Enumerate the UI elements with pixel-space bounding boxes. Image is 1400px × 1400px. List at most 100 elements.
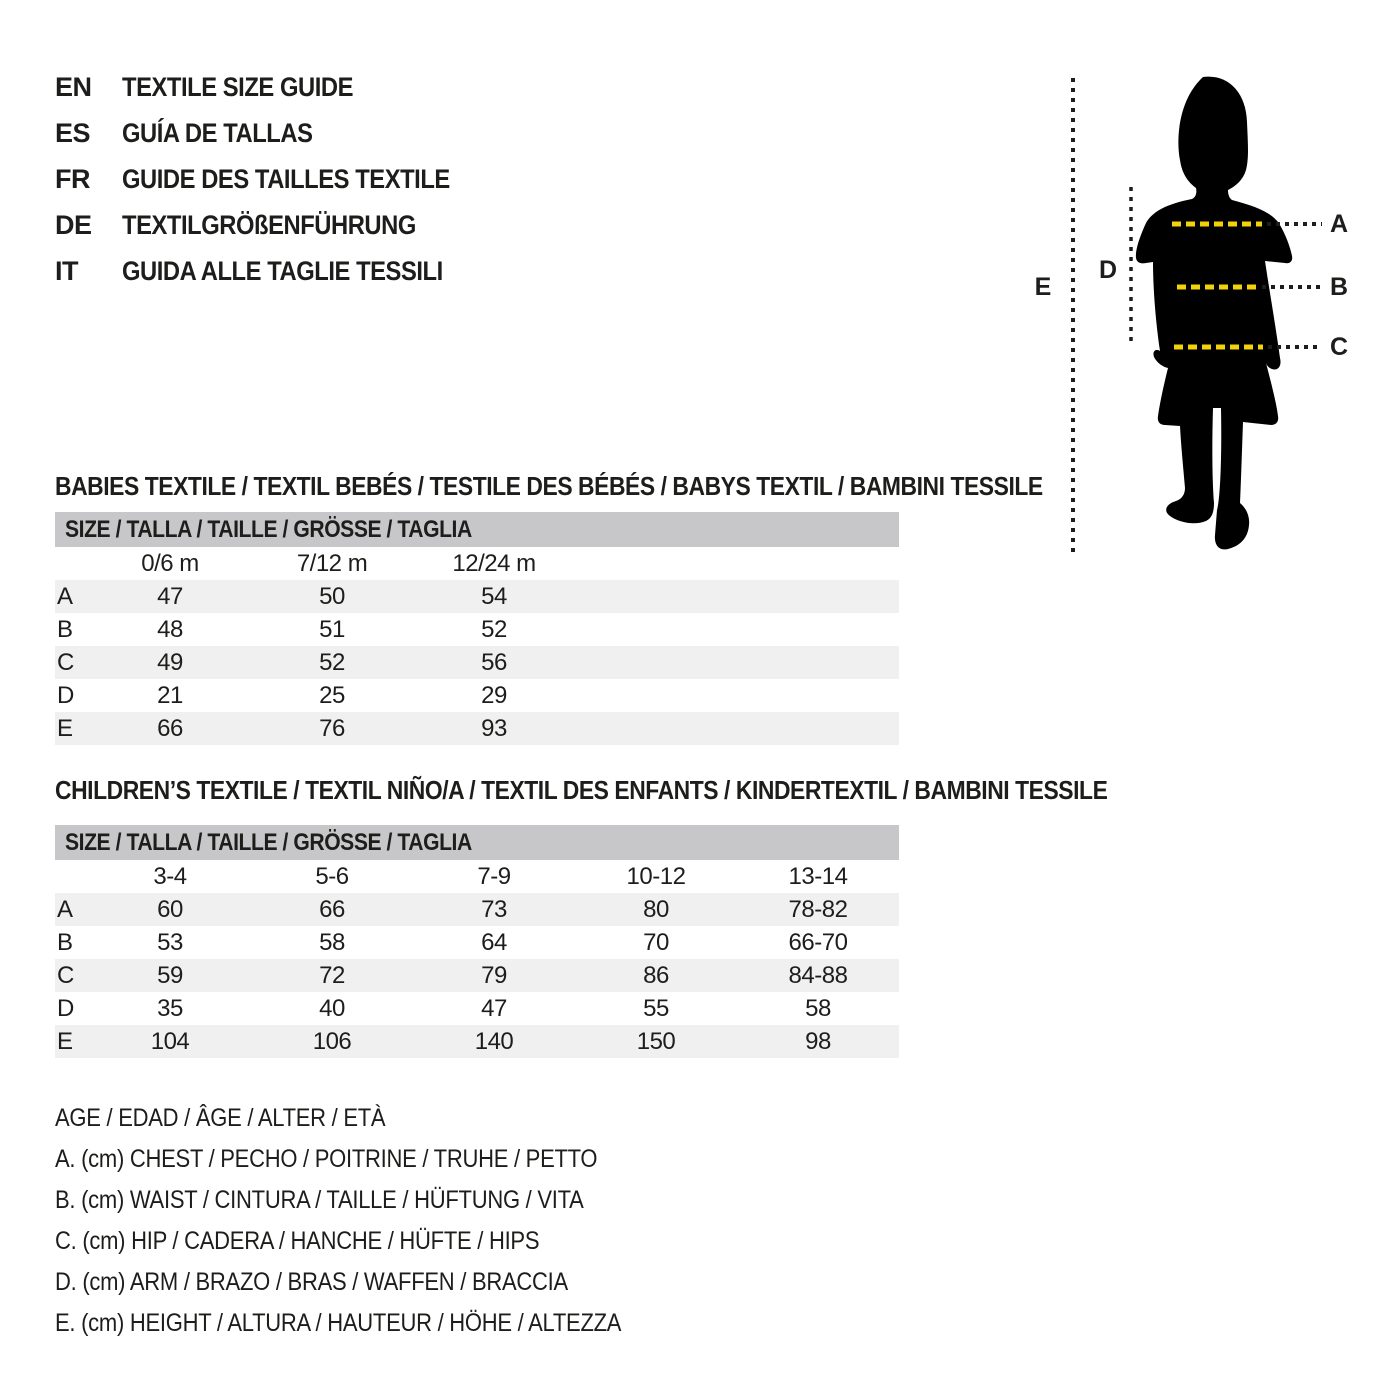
column-header: 5-6 [315,863,349,890]
legend-item-chest: A. (cm) CHEST / PECHO / POITRINE / TRUHE… [55,1145,598,1173]
children-size-header-bar: SIZE / TALLA / TAILLE / GRÖSSE / TAGLIA [55,825,899,860]
measurement-figure: A B C D E [1000,60,1400,580]
empty-cell [737,679,899,712]
measure-label-e: E [1034,273,1052,301]
table-value: 56 [481,649,507,676]
size-header-label: SIZE / TALLA / TAILLE / GRÖSSE / TAGLIA [65,829,472,856]
guide-title-fr: GUIDE DES TAILLES TEXTILE [122,163,450,194]
row-label: B [57,616,73,643]
table-row-b: B 53 58 64 70 66-70 [55,926,899,959]
children-size-table: SIZE / TALLA / TAILLE / GRÖSSE / TAGLIA … [55,825,899,1058]
language-row-fr: FR GUIDE DES TAILLES TEXTILE [55,156,495,202]
table-value: 106 [312,1028,352,1055]
measure-label-b: B [1329,273,1349,301]
legend-item-arm: D. (cm) ARM / BRAZO / BRAS / WAFFEN / BR… [55,1268,568,1296]
table-value: 47 [481,995,507,1022]
empty-cell [737,646,899,679]
table-value: 150 [636,1028,676,1055]
size-header-label: SIZE / TALLA / TAILLE / GRÖSSE / TAGLIA [65,516,472,543]
table-value: 48 [157,616,183,643]
table-value: 52 [319,649,345,676]
guide-title-de: TEXTILGRÖßENFÜHRUNG [122,209,416,240]
children-column-header-row: 3-4 5-6 7-9 10-12 13-14 [55,860,899,893]
row-label: A [57,896,73,923]
table-row-c: C 49 52 56 [55,646,899,679]
corner-cell [55,860,89,893]
table-value: 49 [157,649,183,676]
language-row-en: EN TEXTILE SIZE GUIDE [55,64,495,110]
guide-title-es: GUÍA DE TALLAS [122,117,313,148]
babies-size-table: SIZE / TALLA / TAILLE / GRÖSSE / TAGLIA … [55,512,899,745]
table-value: 93 [481,715,507,742]
table-value: 52 [481,616,507,643]
table-row-a: A 60 66 73 80 78-82 [55,893,899,926]
empty-cell [737,580,899,613]
language-row-it: IT GUIDA ALLE TAGLIE TESSILI [55,248,495,294]
babies-column-header-row: 0/6 m 7/12 m 12/24 m [55,547,899,580]
table-value: 66 [157,715,183,742]
row-label: E [57,715,73,742]
table-value: 73 [481,896,507,923]
column-header: 13-14 [788,863,848,890]
measure-label-c: C [1329,333,1349,361]
row-label: B [57,929,73,956]
table-value: 55 [643,995,669,1022]
column-header: 7/12 m [296,550,368,577]
guide-title-it: GUIDA ALLE TAGLIE TESSILI [122,255,443,286]
child-silhouette [1135,76,1293,550]
column-header: 10-12 [626,863,686,890]
measurement-legend: AGE / EDAD / ÂGE / ALTER / ETÀ A. (cm) C… [55,1098,698,1344]
table-value: 40 [319,995,345,1022]
table-value: 47 [157,583,183,610]
table-value: 104 [150,1028,190,1055]
table-value: 35 [157,995,183,1022]
table-value: 79 [481,962,507,989]
table-value: 66-70 [788,929,848,956]
table-value: 29 [481,682,507,709]
table-row-d: D 21 25 29 [55,679,899,712]
table-value: 98 [805,1028,831,1055]
table-value: 54 [481,583,507,610]
empty-cell [575,646,737,679]
language-title-list: EN TEXTILE SIZE GUIDE ES GUÍA DE TALLAS … [55,64,495,294]
legend-item-waist: B. (cm) WAIST / CINTURA / TAILLE / HÜFTU… [55,1186,584,1214]
table-value: 78-82 [788,896,848,923]
empty-cell [737,547,899,580]
table-value: 51 [319,616,345,643]
table-value: 76 [319,715,345,742]
table-value: 80 [643,896,669,923]
babies-size-header-bar: SIZE / TALLA / TAILLE / GRÖSSE / TAGLIA [55,512,899,547]
table-value: 64 [481,929,507,956]
empty-cell [575,547,737,580]
empty-cell [737,613,899,646]
language-code: EN [55,71,92,102]
column-header: 12/24 m [452,550,536,577]
column-header: 0/6 m [141,550,199,577]
guide-title-en: TEXTILE SIZE GUIDE [122,71,354,102]
empty-cell [575,580,737,613]
children-section-title: CHILDREN’S TEXTILE / TEXTIL NIÑO/A / TEX… [55,775,1108,805]
empty-cell [737,712,899,745]
table-row-c: C 59 72 79 86 84-88 [55,959,899,992]
table-row-e: E 104 106 140 150 98 [55,1025,899,1058]
row-label: D [57,682,74,709]
table-value: 86 [643,962,669,989]
child-silhouette-diagram [1071,76,1322,552]
table-value: 60 [157,896,183,923]
table-value: 58 [805,995,831,1022]
table-value: 84-88 [788,962,848,989]
table-value: 66 [319,896,345,923]
row-label: D [57,995,74,1022]
language-code: FR [55,163,91,194]
empty-cell [575,679,737,712]
measure-label-a: A [1329,210,1349,238]
legend-item-height: E. (cm) HEIGHT / ALTURA / HAUTEUR / HÖHE… [55,1309,622,1337]
table-value: 50 [319,583,345,610]
table-value: 70 [643,929,669,956]
table-value: 21 [157,682,183,709]
table-row-b: B 48 51 52 [55,613,899,646]
table-row-e: E 66 76 93 [55,712,899,745]
column-header: 7-9 [477,863,511,890]
table-value: 53 [157,929,183,956]
